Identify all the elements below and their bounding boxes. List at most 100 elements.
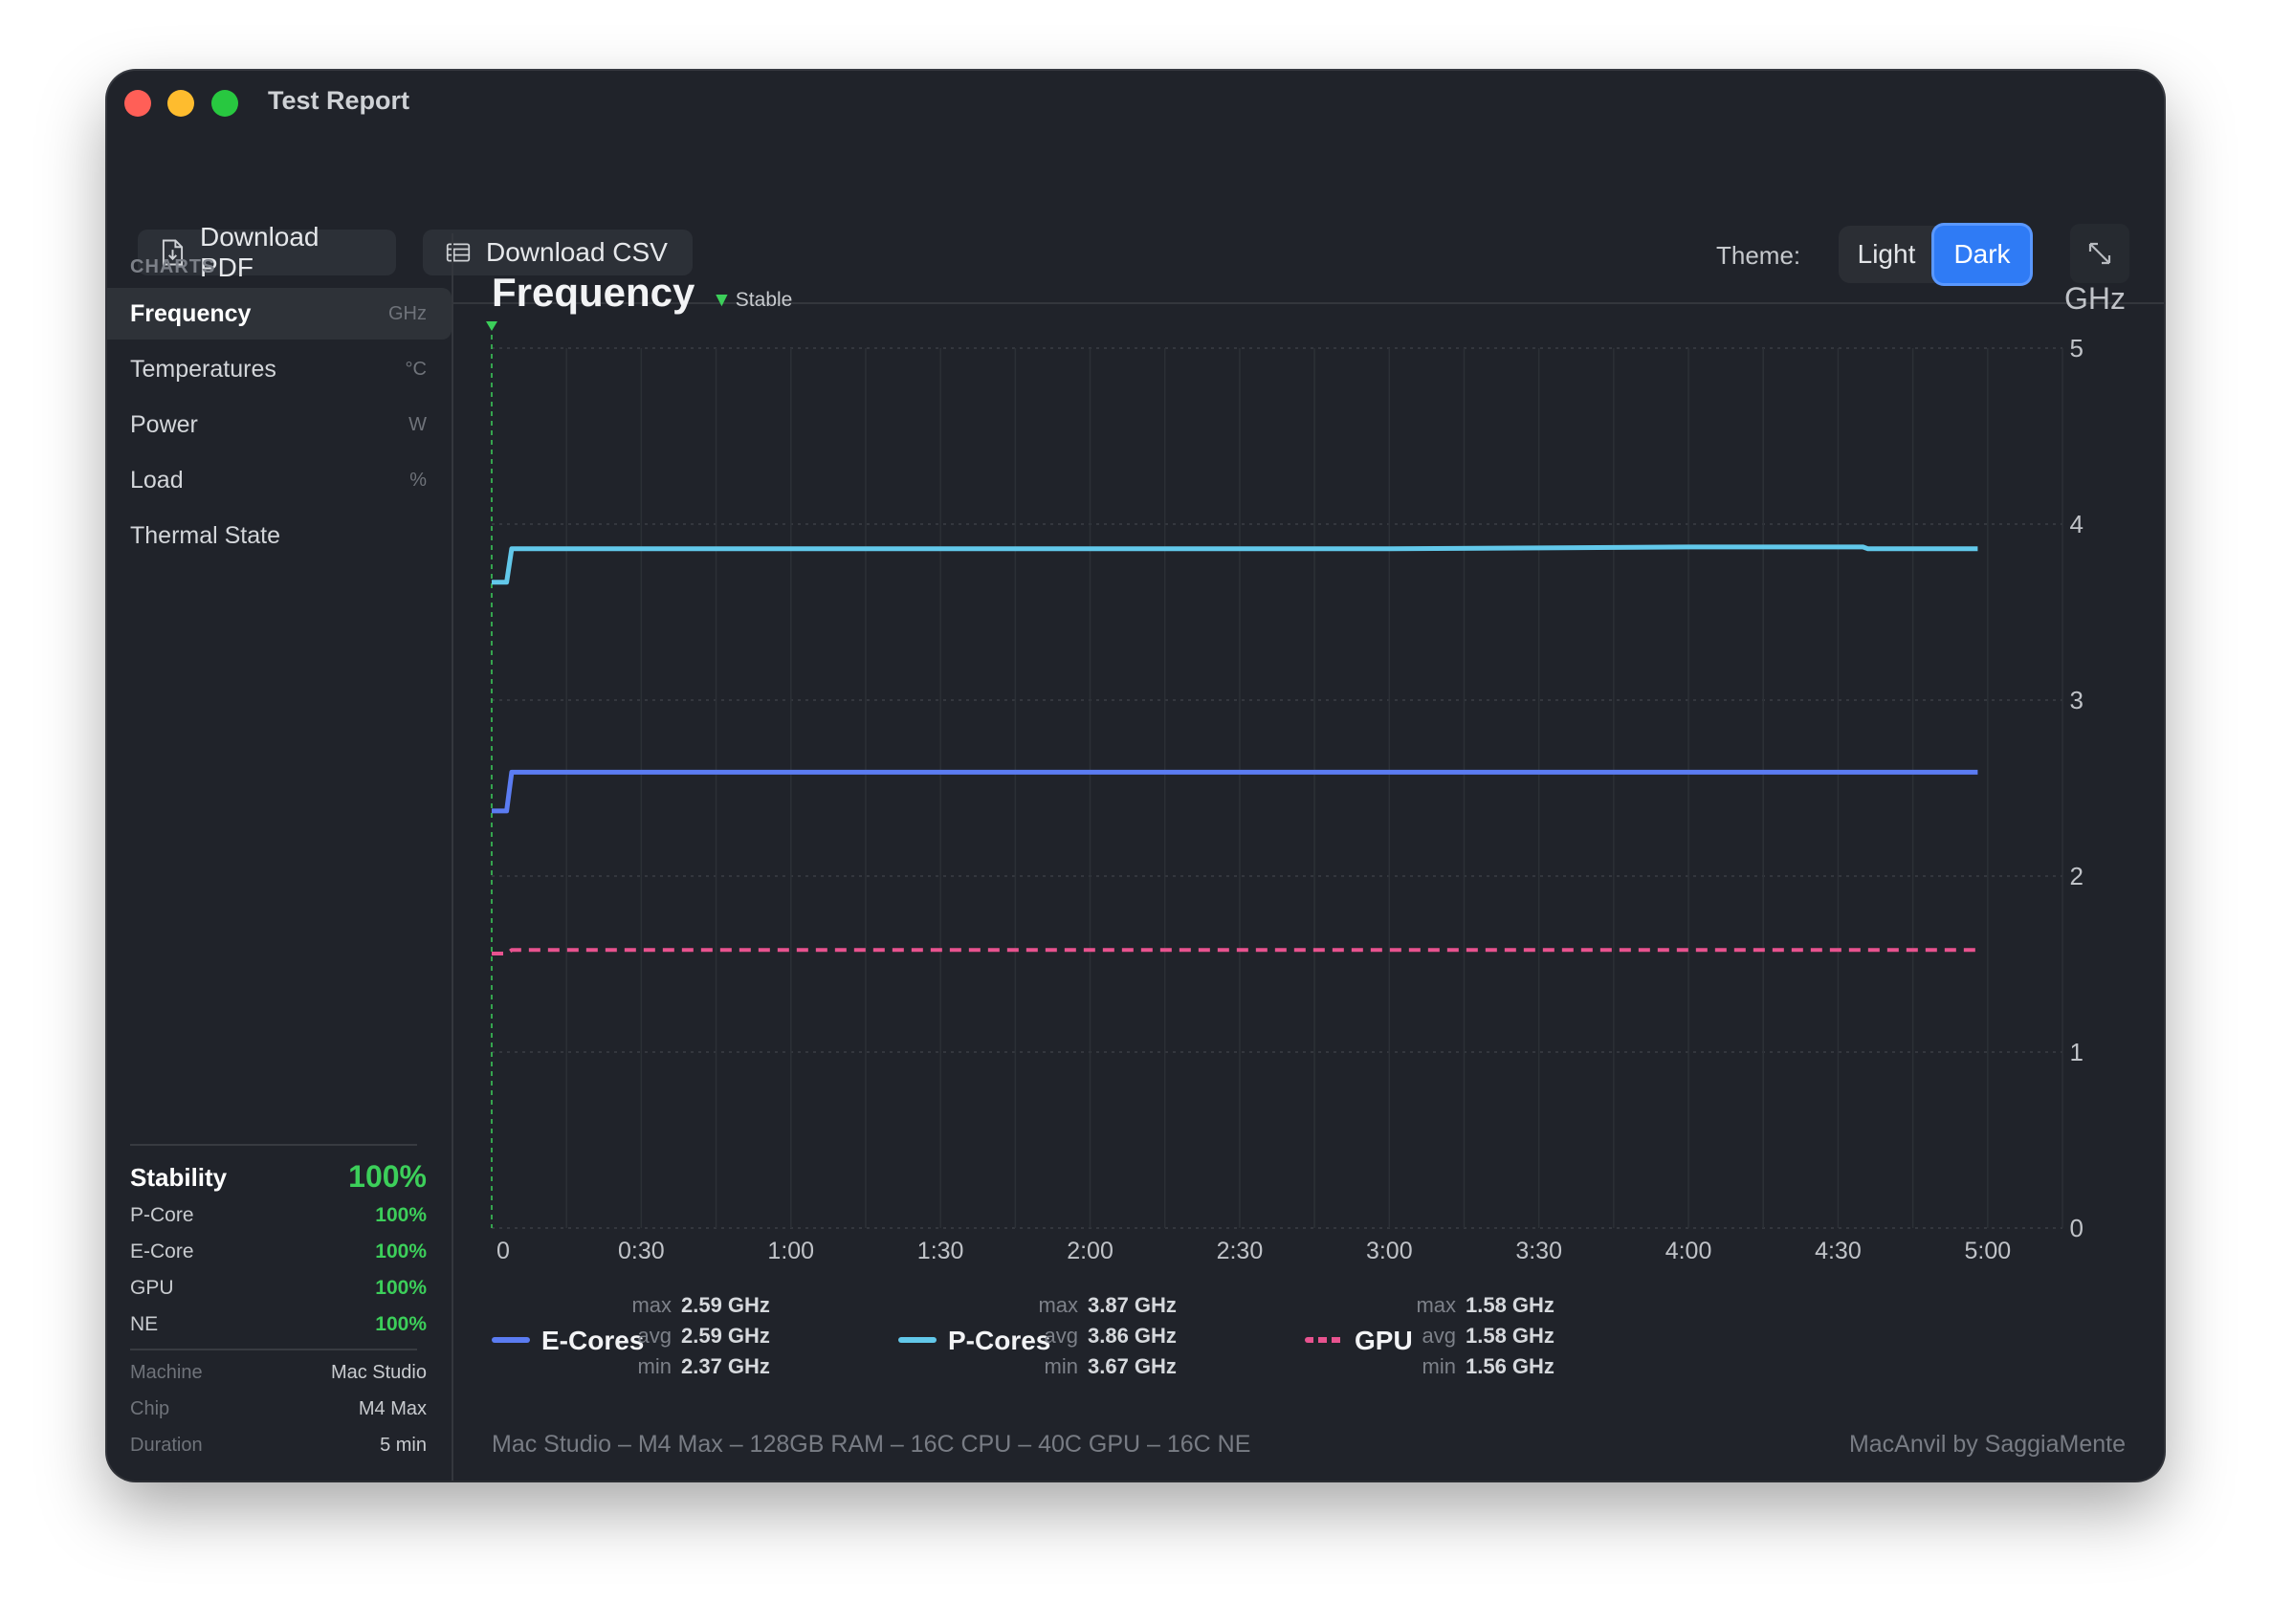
chart-title: Frequency	[492, 270, 695, 315]
legend-series-name: E-Cores	[541, 1326, 645, 1355]
stability-label: Stability	[130, 1163, 228, 1192]
y-axis-unit: GHz	[2064, 281, 2126, 316]
series-line-gpu	[492, 948, 1978, 955]
machine-info-row: Machine Mac Studio	[130, 1362, 427, 1391]
stat-key: min	[1044, 1354, 1078, 1378]
y-tick-label: 4	[2070, 510, 2084, 538]
legend-stat-avg: avg 3.86 GHz	[1032, 1324, 1177, 1349]
stat-key: avg	[1044, 1324, 1078, 1348]
download-pdf-label: Download PDF	[199, 222, 320, 282]
sidebar-item-label: Frequency	[130, 299, 252, 327]
y-tick-label: 0	[2070, 1214, 2084, 1242]
stat-key: max	[1038, 1293, 1078, 1317]
start-marker-icon	[486, 321, 497, 331]
chip-info-value: M4 Max	[358, 1398, 427, 1419]
stat-key: max	[631, 1293, 672, 1317]
frequency-chart: 0 1 2 3 4 5 0 0:30 1:00 1:30 2:00 2:30 3:00 3:30 4:00 4…	[486, 321, 2084, 1264]
sidebar-item-label: Load	[130, 466, 184, 494]
sidebar-item-label: Temperatures	[130, 355, 276, 383]
sidebar-item-unit: W	[408, 413, 427, 435]
legend-gpu: GPU max 1.58 GHz avg 1.58 GHz min 1.56 GHz	[1305, 1293, 1668, 1389]
stability-row-p-core: P-Core 100%	[130, 1204, 427, 1233]
stability-row-value: 100%	[375, 1240, 427, 1262]
theme-dark-option[interactable]: Dark	[1934, 226, 2030, 283]
stable-indicator-icon: ▼	[712, 289, 732, 311]
legend-stat-min: min 3.67 GHz	[1032, 1354, 1177, 1379]
stat-key: min	[1422, 1354, 1456, 1378]
stat-value: 1.58 GHz	[1466, 1324, 1554, 1348]
legend-series-name: P-Cores	[948, 1326, 1051, 1355]
stat-value: 3.87 GHz	[1088, 1293, 1177, 1317]
table-icon	[446, 243, 471, 262]
document-icon	[162, 239, 184, 266]
stability-value: 100%	[348, 1159, 427, 1194]
legend-swatch	[1305, 1337, 1343, 1343]
sidebar-item-load[interactable]: Load %	[107, 454, 452, 506]
legend-stat-min: min 1.56 GHz	[1410, 1354, 1554, 1379]
close-window-button[interactable]	[124, 90, 151, 117]
stability-row-label: NE	[130, 1313, 159, 1335]
zoom-window-button[interactable]	[211, 90, 238, 117]
legend-e-cores: E-Cores max 2.59 GHz avg 2.59 GHz min 2.37 …	[492, 1293, 855, 1389]
sidebar-item-unit: %	[409, 469, 427, 491]
stat-key: avg	[637, 1324, 672, 1348]
stat-value: 2.37 GHz	[681, 1354, 770, 1378]
duration-info-label: Duration	[130, 1435, 203, 1456]
x-tick-label: 1:00	[767, 1238, 814, 1264]
stat-value: 2.59 GHz	[681, 1324, 770, 1348]
x-tick-label: 0	[496, 1238, 510, 1264]
legend-series-name: GPU	[1355, 1326, 1413, 1355]
theme-light-option[interactable]: Light	[1857, 239, 1916, 269]
series-line-p-cores	[492, 544, 1978, 585]
stat-key: max	[1416, 1293, 1456, 1317]
sidebar-item-temperatures[interactable]: Temperatures °C	[107, 343, 452, 395]
stat-key: min	[637, 1354, 672, 1378]
toolbar: Download PDF Download CSV Theme: Light D…	[107, 136, 2164, 304]
download-csv-button[interactable]: Download CSV	[423, 230, 693, 275]
sidebar-item-unit: GHz	[388, 302, 427, 324]
stability-row-value: 100%	[375, 1204, 427, 1226]
download-csv-label: Download CSV	[486, 237, 668, 267]
charts-heading: CHARTS	[130, 256, 216, 277]
machine-info-label: Machine	[130, 1362, 203, 1383]
stability-row-label: P-Core	[130, 1204, 194, 1226]
sidebar-item-power[interactable]: Power W	[107, 399, 452, 450]
chip-info-row: Chip M4 Max	[130, 1398, 427, 1427]
duration-info-row: Duration 5 min	[130, 1435, 427, 1463]
x-tick-label: 3:30	[1515, 1238, 1562, 1264]
window-title: Test Report	[268, 86, 410, 115]
sidebar-divider	[130, 1349, 417, 1350]
legend-swatch	[898, 1337, 937, 1343]
expand-button[interactable]	[2070, 224, 2129, 283]
stat-value: 2.59 GHz	[681, 1293, 770, 1317]
legend-stat-min: min 2.37 GHz	[626, 1354, 770, 1379]
legend-swatch	[492, 1337, 530, 1343]
stat-value: 3.86 GHz	[1088, 1324, 1177, 1348]
title-bar: Test Report	[107, 71, 2164, 136]
download-pdf-button[interactable]: Download PDF	[138, 222, 396, 282]
stability-row-value: 100%	[375, 1313, 427, 1335]
x-tick-label: 2:30	[1217, 1238, 1264, 1264]
legend-stat-avg: avg 1.58 GHz	[1410, 1324, 1554, 1349]
sidebar-divider	[130, 1144, 417, 1146]
x-tick-label: 2:00	[1067, 1238, 1113, 1264]
stability-row-label: GPU	[130, 1277, 174, 1299]
y-tick-label: 2	[2070, 862, 2084, 890]
y-tick-label: 5	[2070, 334, 2084, 362]
y-tick-label: 1	[2070, 1038, 2084, 1066]
legend-stat-avg: avg 2.59 GHz	[626, 1324, 770, 1349]
series-line-e-cores	[492, 769, 1978, 814]
x-tick-label: 5:00	[1964, 1238, 2011, 1264]
chip-info-label: Chip	[130, 1398, 170, 1419]
x-tick-label: 3:00	[1366, 1238, 1413, 1264]
y-tick-label: 3	[2070, 686, 2084, 714]
stability-row-label: E-Core	[130, 1240, 194, 1262]
theme-label: Theme:	[1716, 241, 1801, 270]
legend-stat-max: max 1.58 GHz	[1410, 1293, 1554, 1318]
minimize-window-button[interactable]	[167, 90, 194, 117]
sidebar-item-thermal-state[interactable]: Thermal State	[107, 510, 452, 561]
sidebar-item-unit: °C	[405, 358, 427, 380]
legend-stat-max: max 3.87 GHz	[1032, 1293, 1177, 1318]
theme-toggle: Light Dark	[1839, 226, 2030, 283]
sidebar-item-frequency[interactable]: Frequency GHz	[107, 288, 452, 340]
